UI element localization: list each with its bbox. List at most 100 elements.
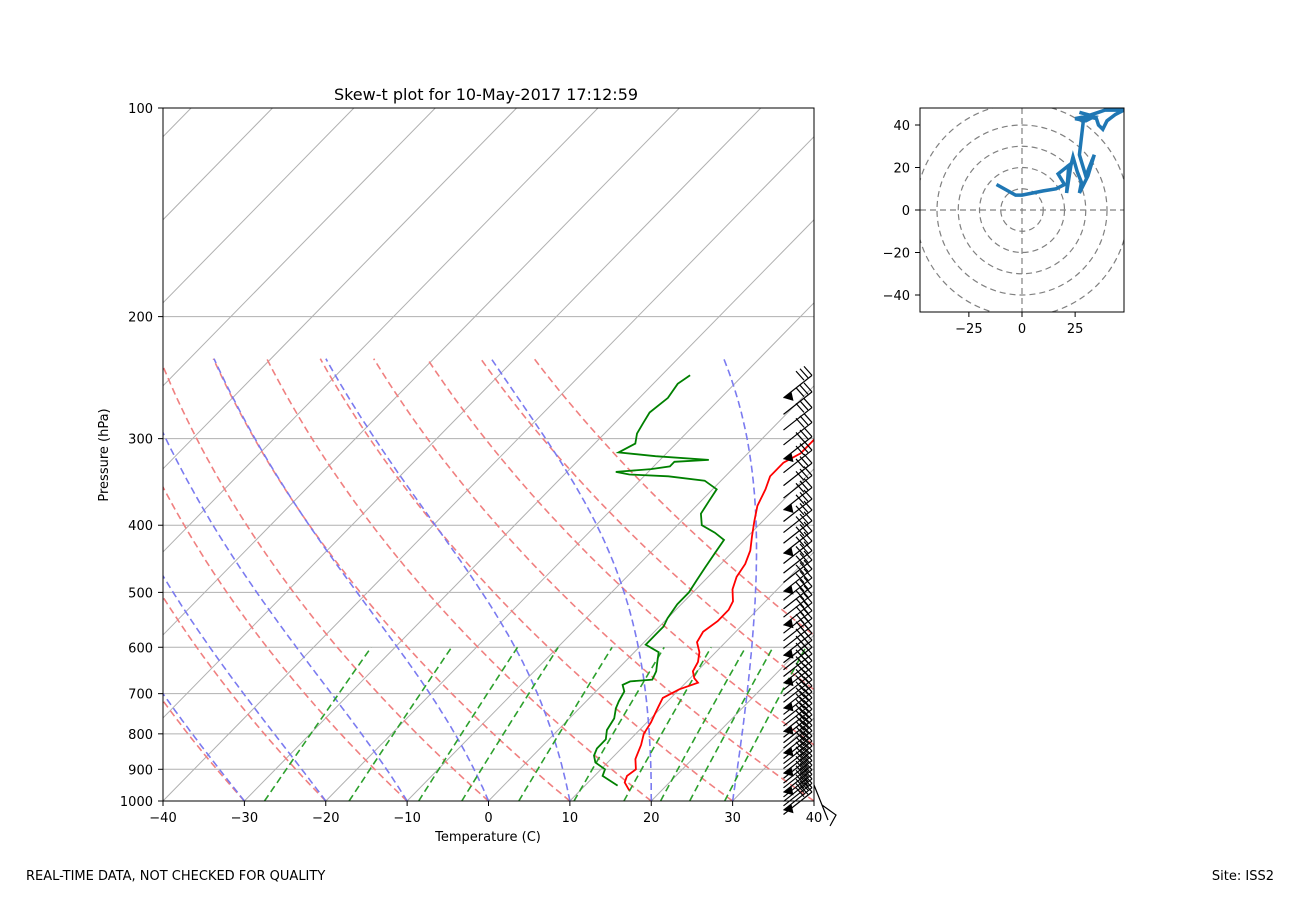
hodograph-x-tick-label: 0 bbox=[1018, 322, 1026, 337]
dry-adiabat-line bbox=[319, 358, 734, 801]
x-tick-label: 20 bbox=[643, 811, 660, 826]
wind-barb bbox=[783, 413, 813, 446]
wind-barb bbox=[783, 511, 813, 544]
mixing-ratio-line bbox=[263, 646, 372, 801]
hodograph-y-tick-label: 40 bbox=[893, 119, 910, 134]
y-tick-label: 900 bbox=[128, 763, 153, 778]
y-tick-label: 1000 bbox=[120, 795, 153, 810]
x-axis-ticks: −40 −30 −20 −10 0 10 20 30 40 bbox=[149, 801, 822, 826]
wind-barbs bbox=[783, 365, 837, 827]
pressure-gridlines bbox=[163, 108, 814, 801]
hodograph-x-tick-label: 25 bbox=[1067, 322, 1084, 337]
moist-adiabat-line bbox=[163, 692, 246, 801]
wind-barb bbox=[783, 541, 813, 574]
mixing-ratio-lines bbox=[263, 646, 807, 801]
x-axis-label: Temperature (C) bbox=[434, 830, 541, 845]
dry-adiabat-line bbox=[212, 358, 571, 801]
isotherm-line bbox=[244, 219, 814, 801]
moist-adiabat-line bbox=[213, 358, 490, 801]
x-tick-label: −40 bbox=[149, 811, 176, 826]
mixing-ratio-line bbox=[348, 646, 453, 801]
dry-adiabat-line bbox=[163, 364, 490, 801]
isotherm-lines bbox=[163, 108, 814, 801]
dry-adiabat-line bbox=[373, 358, 814, 801]
isotherm-line bbox=[163, 108, 436, 387]
wind-barb bbox=[783, 500, 813, 534]
wind-barb bbox=[783, 694, 813, 727]
dry-adiabat-line bbox=[163, 485, 408, 801]
hodograph-y-ticks: −40 −20 0 20 40 bbox=[883, 119, 920, 304]
wind-barb bbox=[783, 531, 813, 564]
y-tick-label: 200 bbox=[128, 311, 153, 326]
dry-adiabat-line bbox=[480, 358, 814, 691]
isotherm-line bbox=[732, 717, 814, 801]
y-axis-ticks: 100 200 300 400 500 600 700 800 900 1000 bbox=[120, 102, 163, 810]
dry-adiabat-line bbox=[426, 358, 814, 746]
skew-t-plot: −40 −30 −20 −10 0 10 20 30 40 100 200 300 400 500 600… bbox=[120, 102, 837, 827]
wind-barb bbox=[783, 365, 813, 401]
hodograph-y-tick-label: 20 bbox=[893, 162, 910, 177]
dry-adiabat-line bbox=[266, 358, 652, 801]
mixing-ratio-line bbox=[461, 646, 559, 801]
chart-title: Skew-t plot for 10-May-2017 17:12:59 bbox=[334, 85, 638, 104]
wind-barb bbox=[783, 699, 813, 735]
isotherm-line bbox=[569, 551, 814, 801]
moist-adiabat-line bbox=[325, 358, 571, 801]
x-tick-label: 40 bbox=[806, 811, 823, 826]
dry-adiabat-line bbox=[163, 595, 327, 801]
isotherm-line bbox=[163, 108, 355, 304]
wind-barb bbox=[783, 721, 813, 757]
moist-adiabat-line bbox=[723, 358, 758, 801]
wind-barb bbox=[783, 710, 813, 744]
y-tick-label: 100 bbox=[128, 102, 153, 117]
y-tick-label: 300 bbox=[128, 433, 153, 448]
hodograph-x-tick-label: −25 bbox=[955, 322, 982, 337]
dewpoint-profile bbox=[593, 374, 726, 787]
isotherm-line bbox=[163, 108, 762, 719]
dry-adiabat-line bbox=[533, 358, 814, 637]
hodograph-y-tick-label: 0 bbox=[902, 204, 910, 219]
hodograph-crosshair bbox=[920, 108, 1124, 312]
moist-adiabat-lines bbox=[163, 358, 814, 801]
y-tick-label: 600 bbox=[128, 641, 153, 656]
y-tick-label: 400 bbox=[128, 519, 153, 534]
isotherm-line bbox=[163, 108, 192, 138]
x-tick-label: −30 bbox=[231, 811, 258, 826]
x-tick-label: 10 bbox=[562, 811, 579, 826]
moist-adiabat-line bbox=[163, 430, 408, 801]
mixing-ratio-line bbox=[688, 646, 774, 801]
wind-barb bbox=[783, 682, 813, 715]
wind-barb bbox=[783, 478, 813, 514]
quality-disclaimer: REAL-TIME DATA, NOT CHECKED FOR QUALITY bbox=[26, 869, 326, 884]
wind-barb bbox=[783, 593, 813, 629]
wind-barb bbox=[783, 489, 813, 522]
moist-adiabat-line bbox=[813, 797, 814, 801]
hodograph-x-ticks: −25 0 25 bbox=[955, 312, 1083, 337]
isotherm-line bbox=[163, 135, 814, 801]
dry-adiabat-line bbox=[163, 699, 245, 801]
wind-barb bbox=[783, 736, 813, 770]
mixing-ratio-line bbox=[573, 646, 665, 801]
wind-barb bbox=[783, 688, 813, 721]
x-tick-label: 30 bbox=[724, 811, 741, 826]
isotherm-line bbox=[406, 385, 814, 801]
isotherm-line bbox=[163, 108, 680, 636]
mixing-ratio-line bbox=[623, 646, 712, 801]
dry-adiabat-lines bbox=[163, 358, 814, 801]
wind-barb bbox=[783, 731, 813, 765]
hodograph-ring bbox=[936, 124, 1108, 296]
y-tick-label: 500 bbox=[128, 586, 153, 601]
x-tick-label: −10 bbox=[393, 811, 420, 826]
y-tick-label: 700 bbox=[128, 688, 153, 703]
x-tick-label: −20 bbox=[312, 811, 339, 826]
wind-barb bbox=[783, 382, 813, 415]
site-label: Site: ISS2 bbox=[1211, 869, 1274, 884]
isotherm-line bbox=[813, 800, 814, 801]
temperature-profile bbox=[623, 438, 814, 791]
x-tick-label: 0 bbox=[484, 811, 492, 826]
moist-adiabat-line bbox=[490, 358, 653, 801]
hodograph-plot: −25 0 25 −40 −20 0 20 40 bbox=[883, 107, 1125, 337]
isotherm-line bbox=[650, 634, 814, 801]
wind-barb bbox=[783, 716, 813, 749]
